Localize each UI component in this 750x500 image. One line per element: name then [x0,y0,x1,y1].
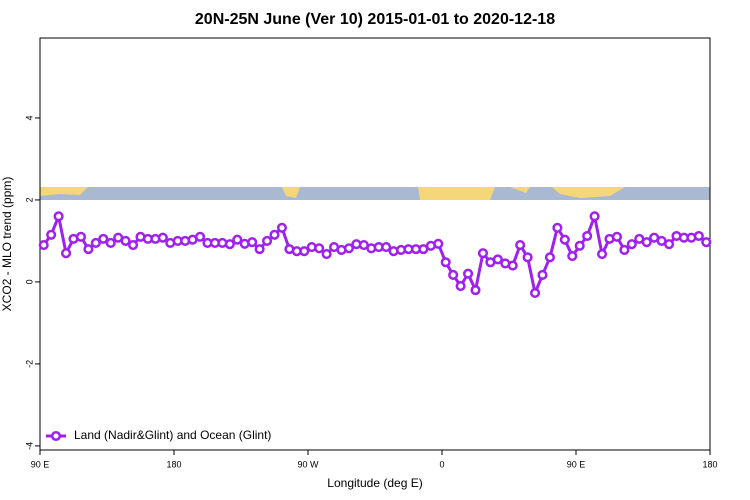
data-point [98,233,109,244]
data-point [455,280,466,292]
data-point [157,232,168,243]
data-point [75,231,86,242]
data-point [269,229,280,240]
x-tick-label: 90 W [297,459,319,469]
data-point [448,269,459,281]
data-point [507,260,518,271]
legend-marker [50,430,62,442]
data-point [477,248,488,259]
data-point [247,237,258,248]
y-tick-label: 0 [24,279,34,284]
data-point [433,238,444,249]
y-axis-label: XCO2 - MLO trend (ppm) [0,177,14,312]
data-point [105,237,116,249]
x-tick-label: 90 E [31,459,50,469]
data-point [440,257,451,268]
data-point [299,246,310,257]
legend-label: Land (Nadir&Glint) and Ocean (Glint) [74,428,271,442]
data-point [120,235,131,246]
data-point [46,229,57,240]
data-point [343,243,354,254]
data-point [664,239,675,250]
y-tick-label: 4 [24,115,34,120]
data-point [128,239,139,251]
data-point [492,254,503,265]
data-point [470,285,481,296]
data-point [38,239,49,251]
x-axis-label: Longitude (deg E) [327,476,422,490]
data-point [701,237,712,248]
data-point [83,244,94,255]
data-point [567,251,578,262]
data-point [544,252,555,263]
data-point [522,252,533,263]
data-point [552,222,563,233]
data-point [641,237,652,248]
x-tick-label: 90 E [567,459,586,469]
y-tick-label: -4 [24,442,34,450]
data-point [463,268,474,279]
data-point [195,231,206,242]
map-strip [40,187,710,200]
data-point [276,222,287,233]
data-point [321,248,332,260]
data-point [314,243,325,254]
data-point [537,269,548,281]
data-point [530,287,541,299]
data-point [232,234,243,245]
x-tick-label: 0 [439,459,444,469]
data-point [254,244,265,255]
data-point [262,235,273,246]
data-point [589,211,600,222]
data-point [90,237,101,249]
data-point [53,211,64,222]
x-tick-label: 180 [702,459,717,469]
data-point [381,242,392,253]
data-point [582,230,593,242]
data-point [597,248,608,260]
x-tick-label: 180 [166,459,181,469]
data-point [224,239,235,250]
data-point [515,239,526,251]
data-point [626,239,637,250]
data-point [693,230,704,242]
chart-title: 20N-25N June (Ver 10) 2015-01-01 to 2020… [195,11,555,28]
y-tick-label: -2 [24,360,34,368]
data-point [574,240,585,251]
data-point [611,231,622,242]
data-point [619,244,630,255]
y-tick-label: 2 [24,197,34,202]
data-point [559,234,570,245]
data-point [61,248,72,259]
